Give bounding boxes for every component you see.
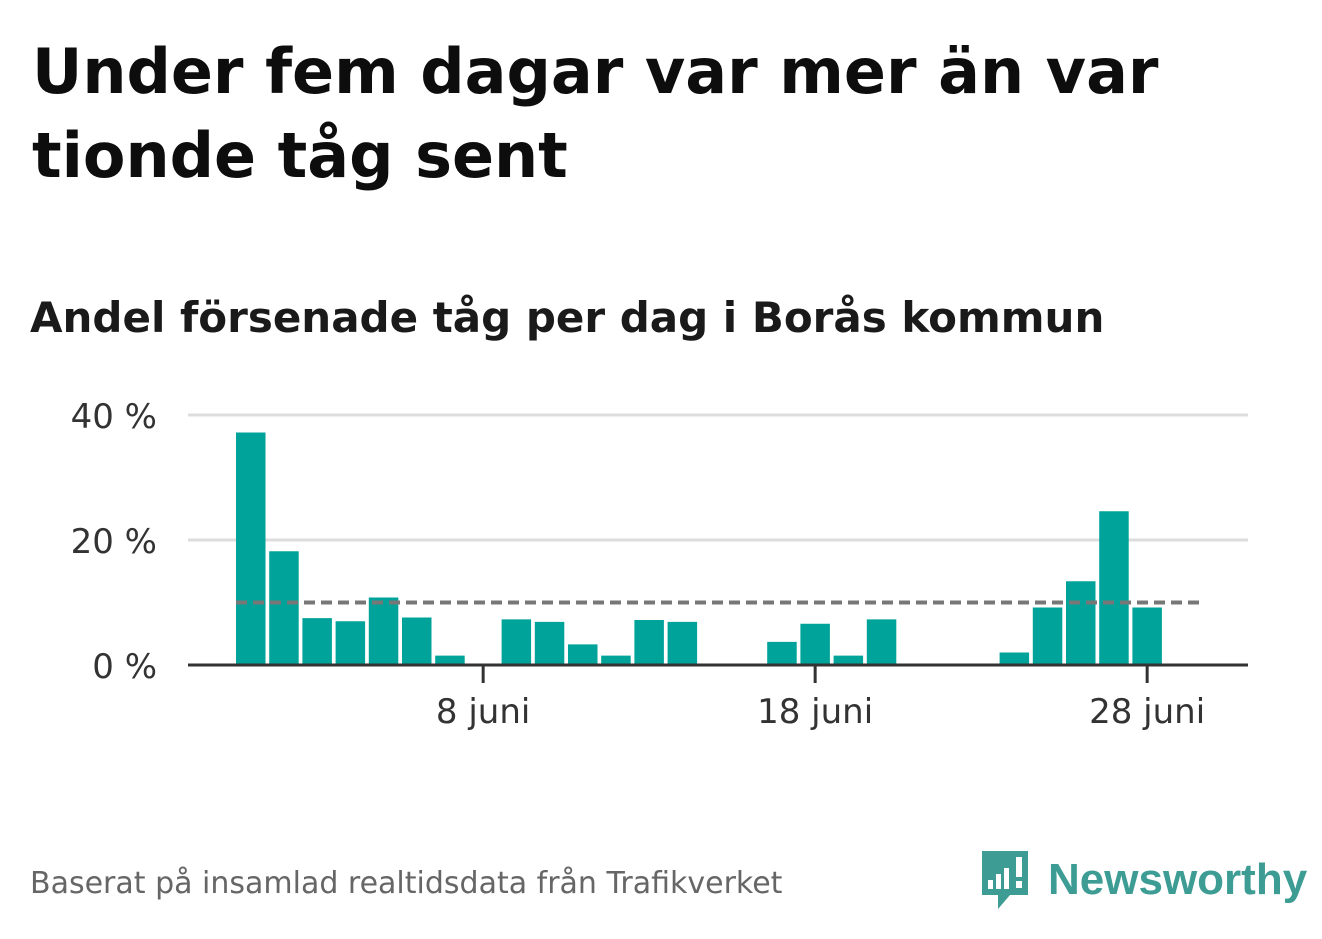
bar-2024-06-13	[634, 620, 664, 665]
bar-2024-06-07	[435, 655, 465, 665]
bar-2024-06-11	[568, 644, 598, 665]
y-tick-label: 40 %	[71, 397, 157, 437]
y-tick-label: 20 %	[71, 522, 157, 562]
bar-2024-06-26	[1066, 581, 1096, 665]
bar-chart: 0 % 20 % 40 % 8 juni 18 juni 28 juni	[71, 397, 1248, 732]
bar-2024-06-05	[368, 597, 399, 665]
bar-2024-06-09	[501, 619, 532, 665]
logo-text: Newsworthy	[1048, 855, 1308, 904]
bar-2024-06-12	[601, 655, 631, 665]
source-note: Baserat på insamlad realtidsdata från Tr…	[30, 866, 783, 901]
bar-2024-06-06	[402, 617, 432, 665]
bar-2024-06-20	[866, 619, 897, 665]
bar-2024-06-01	[236, 432, 266, 665]
y-tick-label: 0 %	[92, 647, 157, 687]
bar-2024-06-17	[767, 641, 797, 665]
bar-2024-06-14	[667, 621, 698, 665]
bar-2024-06-27	[1099, 511, 1129, 665]
x-tick-label: 28 juni	[1089, 692, 1205, 732]
bar-2024-06-25	[1032, 607, 1063, 665]
newsworthy-logo: Newsworthy	[980, 848, 1307, 912]
bar-2024-06-02	[269, 551, 299, 665]
newsworthy-chart-bubble-icon	[982, 851, 1028, 909]
bar-2024-06-28	[1132, 607, 1162, 665]
bar-2024-06-24	[999, 652, 1030, 665]
chart-title: Under fem dagar var mer än var tionde tå…	[32, 35, 1159, 192]
bar-2024-06-10	[534, 621, 565, 665]
bar-2024-06-19	[833, 655, 864, 665]
x-tick-label: 8 juni	[436, 692, 530, 732]
bar-2024-06-18	[800, 623, 830, 665]
x-tick-label: 18 juni	[757, 692, 873, 732]
bar-2024-06-03	[302, 618, 332, 665]
bar-2024-06-04	[335, 621, 366, 665]
chart-subtitle: Andel försenade tåg per dag i Borås komm…	[30, 293, 1105, 342]
